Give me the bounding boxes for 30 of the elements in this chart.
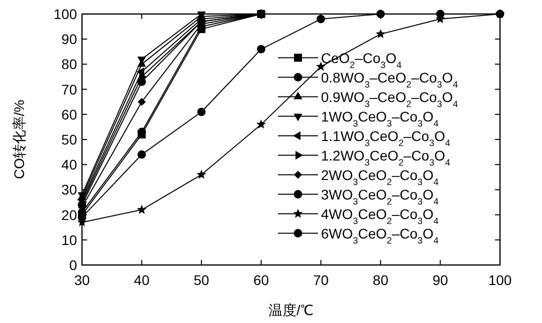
x-tick-label: 30 xyxy=(74,272,90,288)
y-tick-label: 0 xyxy=(69,257,78,273)
legend-label: 0.9WO$_{3}$–CeO$_{2}$–Co$_{3}$O$_{4}$ xyxy=(321,88,458,109)
y-tick-label: 10 xyxy=(61,232,78,248)
x-tick-label: 40 xyxy=(134,272,150,288)
y-tick-label: 60 xyxy=(61,106,78,122)
legend-label: 1.1WO$_{3}$CeO$_{2}$–Co$_{3}$O$_{4}$ xyxy=(321,128,450,148)
y-tick-label: 80 xyxy=(61,56,78,72)
y-tick-label: 40 xyxy=(61,156,78,173)
legend-label: 3WO$_{3}$CeO$_{2}$–Co$_{3}$O$_{4}$ xyxy=(321,186,439,206)
x-tick-label: 70 xyxy=(313,272,329,288)
legend-label: 2WO$_{3}$CeO$_{2}$–Co$_{3}$O$_{4}$ xyxy=(321,166,439,187)
x-tick-label: 60 xyxy=(253,272,270,288)
x-tick-label: 90 xyxy=(432,272,448,288)
legend-label: 1WO$_{3}$CeO$_{3}$–Co$_{3}$O$_{4}$ xyxy=(321,108,439,128)
legend-label: 4WO$_{3}$CeO$_{2}$–Co$_{3}$O$_{4}$ xyxy=(321,206,439,226)
y-tick-label: 20 xyxy=(61,206,78,223)
y-tick-label: 90 xyxy=(61,31,78,48)
y-tick-label: 100 xyxy=(54,6,78,22)
legend-label: 1.2WO$_{3}$CeO$_{2}$–Co$_{3}$O$_{4}$ xyxy=(321,147,450,168)
legend-label: 0.8WO$_{3}$–CeO$_{2}$–Co$_{3}$O$_{4}$ xyxy=(321,69,458,90)
x-axis-title: 温度/℃ xyxy=(268,302,314,318)
y-tick-label: 30 xyxy=(61,182,78,198)
y-tick-label: 70 xyxy=(61,81,78,98)
y-axis-title: CO转化率/% xyxy=(11,100,27,180)
x-tick-label: 80 xyxy=(372,272,389,288)
x-tick-label: 50 xyxy=(194,272,210,288)
legend-label: 6WO$_{3}$CeO$_{2}$–Co$_{3}$O$_{4}$ xyxy=(321,225,439,246)
x-tick-label: 100 xyxy=(488,272,512,288)
y-tick-label: 50 xyxy=(61,132,78,148)
